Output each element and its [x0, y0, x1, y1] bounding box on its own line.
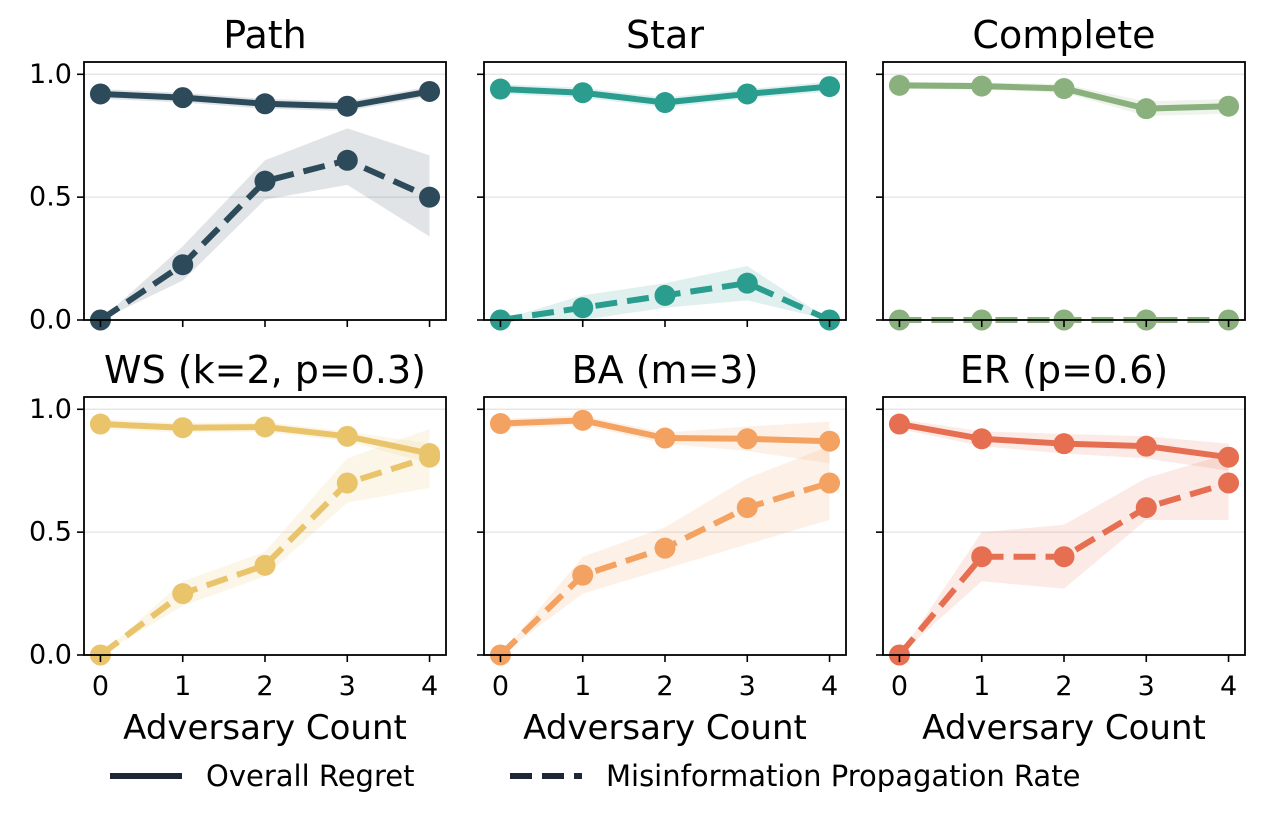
- panel-3-line-1: [98, 454, 431, 658]
- panel-5-point-0-3: [1135, 435, 1157, 457]
- panel-3-point-0-0: [89, 413, 111, 435]
- panel-1-point-1-2: [654, 284, 676, 306]
- panel-3-point-1-1: [172, 583, 194, 605]
- panel-5-point-1-2: [1053, 546, 1075, 568]
- panel-5-point-0-2: [1053, 433, 1075, 455]
- panel-0-point-0-4: [419, 80, 441, 102]
- panel-0-ytick-label-1: 0.5: [29, 182, 72, 213]
- panel-4-xtick-label-4: 4: [821, 671, 838, 702]
- panel-0-line-1: [98, 157, 431, 323]
- panel-5-xtick-label-0: 0: [891, 671, 908, 702]
- panel-0-point-0-2: [254, 93, 276, 115]
- panel-5-point-1-4: [1218, 472, 1240, 494]
- panel-3-xtick-label-3: 3: [339, 671, 356, 702]
- panel-0-point-0-3: [336, 95, 358, 117]
- panel-0-point-1-2: [254, 170, 276, 192]
- panel-1-point-1-3: [736, 272, 758, 294]
- panel-1-point-0-1: [572, 82, 594, 104]
- panel-5-xtick-label-1: 1: [973, 671, 990, 702]
- panel-4-xtick-label-2: 2: [656, 671, 673, 702]
- panel-0-title: Path: [223, 13, 306, 57]
- panel-3-xlabel: Adversary Count: [123, 708, 407, 748]
- panel-0-band-1: [100, 128, 430, 320]
- legend-label-1: Misinformation Propagation Rate: [606, 759, 1080, 793]
- panel-5-xtick-label-4: 4: [1220, 671, 1237, 702]
- panel-5-point-0-0: [888, 413, 910, 435]
- panel-0-ytick-label-2: 1.0: [29, 59, 72, 90]
- panel-2-point-0-0: [888, 74, 910, 96]
- panel-3-point-0-3: [336, 425, 358, 447]
- panel-4-point-0-1: [572, 409, 594, 431]
- panel-1-point-0-3: [736, 83, 758, 105]
- panel-4-xtick-label-0: 0: [492, 671, 509, 702]
- panel-3-xtick-label-4: 4: [421, 671, 438, 702]
- panel-4-point-1-1: [572, 564, 594, 586]
- panel-3-xtick-label-0: 0: [92, 671, 109, 702]
- panel-0-point-1-4: [419, 186, 441, 208]
- panel-2-point-0-1: [971, 75, 993, 97]
- panel-5-point-0-1: [971, 428, 993, 450]
- panel-1-point-0-2: [654, 92, 676, 114]
- panel-0-point-0-1: [172, 87, 194, 109]
- panel-3-band-1: [100, 428, 430, 655]
- panel-3-ytick-label-0: 0.0: [29, 640, 72, 671]
- panel-5-xlabel: Adversary Count: [922, 708, 1206, 748]
- panel-3-point-0-2: [254, 416, 276, 438]
- panel-0-point-1-3: [336, 149, 358, 171]
- panel-1-point-0-4: [819, 76, 841, 98]
- panel-4-point-0-4: [819, 430, 841, 452]
- panel-3-ytick-label-1: 0.5: [29, 517, 72, 548]
- panel-4-point-1-3: [736, 497, 758, 519]
- panel-5-point-1-3: [1135, 497, 1157, 519]
- panel-4-point-1-4: [819, 472, 841, 494]
- panel-3-point-1-3: [336, 472, 358, 494]
- panel-3-ytick-label-2: 1.0: [29, 394, 72, 425]
- panel-4-xtick-label-3: 3: [739, 671, 756, 702]
- panel-2-title: Complete: [972, 13, 1155, 57]
- panel-4-point-0-2: [654, 427, 676, 449]
- panel-5-xtick-label-3: 3: [1138, 671, 1155, 702]
- panel-0-ytick-label-0: 0.0: [29, 305, 72, 336]
- panel-1-point-0-0: [489, 78, 511, 100]
- panel-4-point-1-2: [654, 537, 676, 559]
- panel-5-point-0-4: [1218, 446, 1240, 468]
- panel-4-xlabel: Adversary Count: [523, 708, 807, 748]
- panel-5-title: ER (p=0.6): [960, 348, 1169, 392]
- panel-2-point-0-4: [1218, 95, 1240, 117]
- panel-4-point-0-0: [489, 413, 511, 435]
- panel-0-point-0-0: [89, 83, 111, 105]
- panel-1-title: Star: [626, 13, 704, 57]
- panel-2-point-0-3: [1135, 98, 1157, 120]
- panel-4-point-0-3: [736, 428, 758, 450]
- panel-3-title: WS (k=2, p=0.3): [104, 348, 426, 392]
- legend-label-0: Overall Regret: [206, 759, 414, 793]
- panel-0-point-1-1: [172, 254, 194, 276]
- panel-5-point-1-1: [971, 546, 993, 568]
- panel-3-point-0-1: [172, 417, 194, 439]
- panel-3-xtick-label-1: 1: [174, 671, 191, 702]
- panel-2-point-0-2: [1053, 78, 1075, 100]
- panel-3-point-1-4: [419, 446, 441, 468]
- panel-4-xtick-label-1: 1: [574, 671, 591, 702]
- panel-3-xtick-label-2: 2: [256, 671, 273, 702]
- panel-3-point-1-2: [254, 554, 276, 576]
- panel-5-xtick-label-2: 2: [1055, 671, 1072, 702]
- panel-1-point-1-1: [572, 297, 594, 319]
- panel-4-title: BA (m=3): [572, 348, 759, 392]
